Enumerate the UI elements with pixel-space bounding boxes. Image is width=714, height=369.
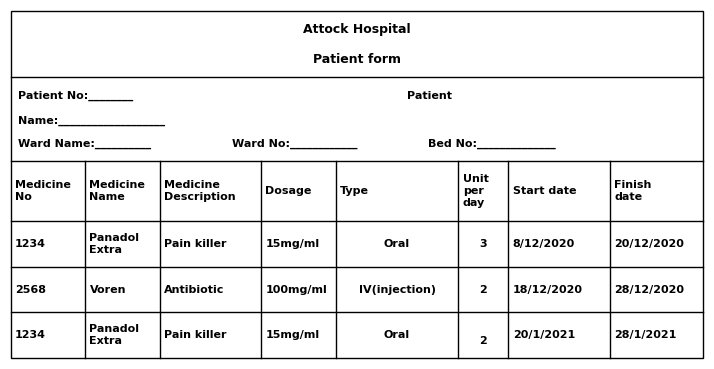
Text: 2568: 2568 (15, 284, 46, 295)
Text: 2: 2 (480, 324, 487, 346)
Text: 15mg/ml: 15mg/ml (266, 330, 320, 340)
Text: Dosage: Dosage (266, 186, 312, 196)
Text: 20/12/2020: 20/12/2020 (614, 239, 684, 249)
Text: Panadol
Extra: Panadol Extra (89, 324, 139, 346)
Text: Ward No:____________: Ward No:____________ (232, 139, 358, 149)
Text: Pain killer: Pain killer (164, 330, 226, 340)
Text: 1234: 1234 (15, 330, 46, 340)
Text: Medicine
Name: Medicine Name (89, 180, 146, 202)
Text: Panadol
Extra: Panadol Extra (89, 233, 139, 255)
Text: Patient No:________: Patient No:________ (18, 91, 133, 101)
Text: 15mg/ml: 15mg/ml (266, 239, 320, 249)
Text: Ward Name:__________: Ward Name:__________ (18, 139, 151, 149)
Text: Unit
per
day: Unit per day (463, 173, 488, 208)
Text: Medicine
No: Medicine No (15, 180, 71, 202)
Text: 18/12/2020: 18/12/2020 (513, 284, 583, 295)
Text: 20/1/2021: 20/1/2021 (513, 330, 575, 340)
Text: 8/12/2020: 8/12/2020 (513, 239, 575, 249)
Text: Start date: Start date (513, 186, 576, 196)
Text: Attock Hospital: Attock Hospital (303, 23, 411, 36)
Text: Type: Type (340, 186, 369, 196)
Text: Patient form: Patient form (313, 52, 401, 66)
Text: Patient: Patient (407, 91, 452, 101)
Text: 3: 3 (480, 239, 487, 249)
Text: Name:___________________: Name:___________________ (18, 115, 165, 126)
Text: IV(injection): IV(injection) (358, 284, 436, 295)
Text: Bed No:______________: Bed No:______________ (428, 139, 556, 149)
Text: 2: 2 (480, 284, 487, 295)
Text: Medicine
Description: Medicine Description (164, 180, 236, 202)
Text: 28/12/2020: 28/12/2020 (614, 284, 684, 295)
Text: Oral: Oral (384, 239, 410, 249)
Text: Oral: Oral (384, 330, 410, 340)
Text: 1234: 1234 (15, 239, 46, 249)
Text: Antibiotic: Antibiotic (164, 284, 224, 295)
Text: Finish
date: Finish date (614, 180, 651, 202)
Text: 28/1/2021: 28/1/2021 (614, 330, 676, 340)
Text: Voren: Voren (89, 284, 126, 295)
Text: Pain killer: Pain killer (164, 239, 226, 249)
Text: 100mg/ml: 100mg/ml (266, 284, 327, 295)
